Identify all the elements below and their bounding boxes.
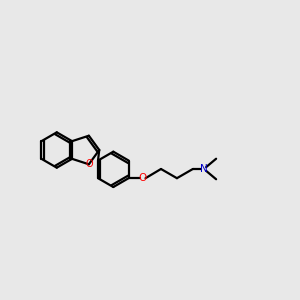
Text: N: N xyxy=(200,164,208,174)
Text: O: O xyxy=(138,173,146,183)
Text: O: O xyxy=(85,159,93,169)
